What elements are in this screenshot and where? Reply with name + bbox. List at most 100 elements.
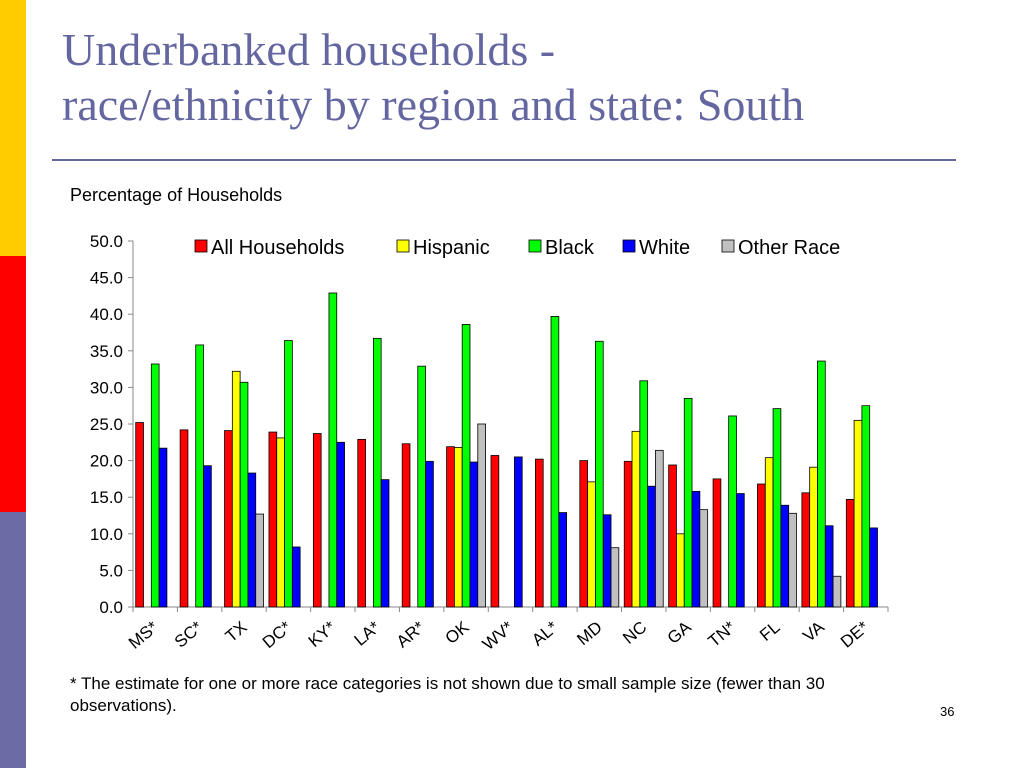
bar xyxy=(179,429,189,608)
bar xyxy=(558,512,568,608)
bar xyxy=(647,485,656,608)
bar xyxy=(255,513,264,608)
bar xyxy=(477,423,486,608)
bar xyxy=(699,509,709,608)
bar xyxy=(417,365,426,608)
bar xyxy=(276,437,285,608)
bar xyxy=(203,465,212,608)
bar xyxy=(514,456,523,608)
slide-title-line-2: race/ethnicity by region and state: Sout… xyxy=(62,79,805,130)
x-tick-label: GA xyxy=(664,617,696,648)
legend-swatch xyxy=(622,239,636,253)
y-tick-label: 30.0 xyxy=(90,378,123,397)
bar xyxy=(610,547,620,608)
x-tick-label: VA xyxy=(799,617,828,646)
bar xyxy=(824,525,834,608)
bar xyxy=(861,405,871,608)
legend-label: White xyxy=(639,237,690,259)
y-tick-label: 0.0 xyxy=(99,598,123,617)
bar xyxy=(425,460,434,608)
bar xyxy=(655,449,664,608)
bar xyxy=(490,455,500,608)
slide-title-line-1: Underbanked households - xyxy=(62,24,556,75)
title-rule xyxy=(52,159,956,161)
bar xyxy=(809,466,818,608)
sidebar-slate-segment xyxy=(0,512,26,768)
bar xyxy=(845,498,855,608)
bar xyxy=(853,419,863,608)
bar xyxy=(712,478,722,608)
sidebar-red-segment xyxy=(0,256,26,512)
bar xyxy=(461,324,471,608)
bar xyxy=(676,533,685,608)
y-tick-label: 25.0 xyxy=(90,415,123,434)
y-axis-label: Percentage of Households xyxy=(70,185,283,205)
y-tick-label: 10.0 xyxy=(90,525,123,544)
bar xyxy=(372,337,382,608)
bar xyxy=(780,504,790,608)
x-tick-label: AR* xyxy=(393,617,429,651)
legend-swatch xyxy=(396,239,410,253)
bar xyxy=(550,315,560,608)
x-tick-label: MS* xyxy=(125,617,162,652)
legend-swatch xyxy=(721,239,735,253)
bar xyxy=(284,340,293,608)
bar xyxy=(469,461,479,608)
bar xyxy=(135,422,144,608)
footnote: * The estimate for one or more race cate… xyxy=(70,674,825,715)
bar xyxy=(801,492,811,608)
legend-swatch xyxy=(194,239,208,253)
bar xyxy=(579,460,589,608)
legend-label: Other Race xyxy=(738,237,840,259)
bar xyxy=(158,447,168,608)
bar xyxy=(336,441,345,608)
x-tick-label: TX xyxy=(222,618,251,647)
bar xyxy=(195,344,204,608)
sidebar-yellow-segment xyxy=(0,0,26,256)
bar xyxy=(757,483,766,608)
bar xyxy=(639,380,649,608)
bar xyxy=(728,415,737,608)
bar xyxy=(239,381,249,608)
slide-title: Underbanked households - race/ethnicity … xyxy=(62,22,992,132)
x-tick-label: OK xyxy=(442,617,474,648)
bar xyxy=(268,431,278,608)
x-tick-label: DE* xyxy=(837,617,873,651)
sidebar-stripe xyxy=(0,0,26,768)
bar xyxy=(312,433,322,608)
legend-label: All Households xyxy=(211,237,344,259)
y-tick-label: 35.0 xyxy=(90,342,123,361)
legend-label: Black xyxy=(545,237,595,259)
bar xyxy=(535,458,544,608)
x-tick-label: DC* xyxy=(259,617,295,652)
bar xyxy=(247,472,257,608)
bar xyxy=(788,512,797,608)
y-tick-label: 20.0 xyxy=(90,452,123,471)
legend-swatch xyxy=(528,239,542,253)
bar xyxy=(595,340,604,608)
bar xyxy=(832,575,842,608)
x-tick-label: KY* xyxy=(305,617,340,651)
bar xyxy=(869,527,878,608)
bar xyxy=(328,292,338,608)
bar xyxy=(380,479,390,608)
bar xyxy=(291,546,301,608)
x-tick-label: WV* xyxy=(479,617,518,654)
bar xyxy=(587,481,596,608)
x-tick-label: MD xyxy=(573,618,605,650)
bar xyxy=(817,360,826,608)
bar xyxy=(668,464,677,608)
bar xyxy=(357,438,366,608)
y-tick-label: 50.0 xyxy=(90,232,123,251)
bar xyxy=(231,370,241,608)
y-tick-label: 5.0 xyxy=(99,561,123,580)
bar xyxy=(446,446,455,608)
bar xyxy=(683,397,693,608)
x-tick-label: AL* xyxy=(528,617,562,649)
bar xyxy=(736,493,745,608)
x-tick-label: LA* xyxy=(351,617,385,649)
x-tick-label: SC* xyxy=(171,617,207,651)
y-tick-label: 15.0 xyxy=(90,488,123,507)
bar xyxy=(772,408,782,608)
